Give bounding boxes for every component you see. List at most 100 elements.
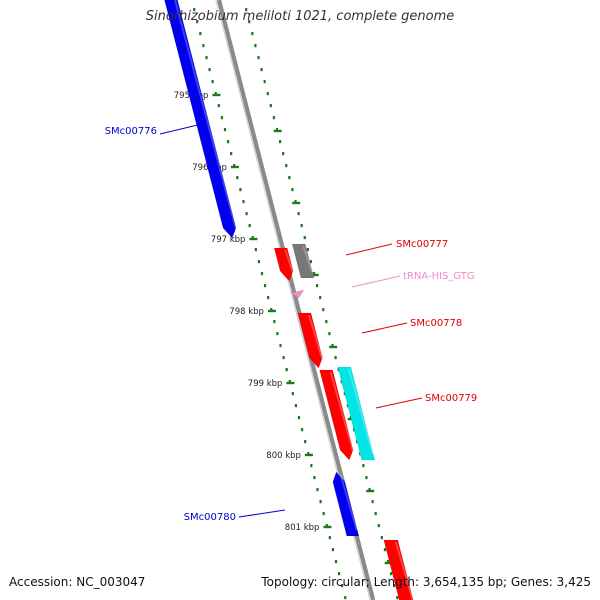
- minor-tick-inner: [205, 56, 208, 60]
- minor-tick-inner: [325, 524, 328, 528]
- minor-tick-inner: [304, 440, 307, 444]
- label-leader-line: [238, 509, 286, 518]
- minor-tick-outer: [393, 584, 396, 588]
- minor-tick-outer: [328, 332, 331, 336]
- gene-shade: [329, 372, 355, 454]
- label-leader-line: [159, 122, 207, 135]
- minor-tick-inner: [211, 80, 214, 84]
- accession-text: Accession: NC_003047: [9, 575, 146, 589]
- minor-tick-outer: [269, 104, 272, 108]
- minor-tick-inner: [242, 200, 245, 204]
- minor-tick-outer: [374, 512, 377, 516]
- minor-tick-outer: [309, 260, 313, 264]
- tick-label: 800 kbp: [266, 451, 301, 461]
- minor-tick-inner: [270, 308, 273, 312]
- minor-tick-inner: [239, 188, 242, 192]
- minor-tick-outer: [263, 80, 266, 84]
- smc00778-gene-arrow[interactable]: [297, 312, 323, 369]
- minor-tick-inner: [285, 368, 288, 372]
- minor-tick-inner: [297, 416, 301, 420]
- minor-tick-outer: [272, 116, 276, 120]
- tick-label: 797 kbp: [211, 235, 246, 245]
- feature-label-smc00779[interactable]: SMc00779: [425, 393, 477, 404]
- minor-tick-outer: [334, 356, 337, 360]
- minor-tick-outer: [288, 176, 291, 180]
- minor-tick-inner: [307, 452, 310, 456]
- map-title: Sinorhizobium meliloti 1021, complete ge…: [145, 9, 455, 24]
- gene-shade: [284, 250, 295, 275]
- minor-tick-outer: [377, 524, 380, 528]
- minor-tick-outer: [368, 488, 371, 492]
- minor-tick-inner: [248, 224, 251, 228]
- minor-tick-inner: [279, 344, 282, 348]
- minor-tick-inner: [344, 596, 347, 600]
- minor-tick-outer: [362, 464, 365, 468]
- minor-tick-outer: [266, 92, 269, 96]
- minor-tick-inner: [226, 140, 230, 144]
- minor-tick-inner: [193, 8, 196, 12]
- label-leader-line: [375, 397, 423, 409]
- minor-tick-inner: [273, 320, 276, 324]
- unlabeled-gene-arrow[interactable]: [291, 243, 315, 279]
- minor-tick-inner: [223, 128, 227, 132]
- feature-label-smc00778[interactable]: SMc00778: [410, 318, 462, 329]
- minor-tick-inner: [331, 548, 335, 552]
- label-leader-line: [351, 275, 401, 288]
- minor-tick-inner: [310, 464, 313, 468]
- minor-tick-outer: [275, 128, 279, 132]
- minor-tick-inner: [276, 332, 279, 336]
- minor-tick-inner: [288, 380, 291, 384]
- minor-tick-inner: [233, 164, 236, 168]
- gene-shade: [394, 542, 414, 600]
- minor-tick-inner: [236, 176, 239, 180]
- minor-tick-inner: [341, 584, 344, 588]
- minor-tick-outer: [383, 548, 387, 552]
- feature-label-trna-his-gtg[interactable]: tRNA-HIS_GTG: [403, 271, 475, 282]
- topology-text: Topology: circular; Length: 3,654,135 bp…: [261, 575, 591, 589]
- minor-tick-inner: [319, 500, 322, 504]
- minor-tick-outer: [254, 44, 257, 48]
- minor-tick-outer: [325, 320, 328, 324]
- minor-tick-inner: [214, 92, 217, 96]
- minor-tick-outer: [365, 476, 368, 480]
- minor-tick-inner: [196, 20, 199, 24]
- minor-tick-outer: [390, 572, 393, 576]
- minor-tick-outer: [319, 296, 322, 300]
- minor-tick-outer: [297, 212, 300, 216]
- minor-tick-inner: [328, 536, 331, 540]
- smc00776-gene-arrow[interactable]: [162, 0, 237, 239]
- gene-shade: [174, 0, 238, 232]
- minor-tick-outer: [251, 32, 254, 36]
- minor-tick-outer: [315, 284, 319, 288]
- unlabeled-gene-arrow[interactable]: [337, 366, 376, 461]
- unlabeled-gene-arrow[interactable]: [383, 539, 416, 600]
- tick-label: 801 kbp: [285, 523, 320, 533]
- minor-tick-inner: [291, 392, 294, 396]
- minor-tick-outer: [285, 164, 288, 168]
- label-leader-line: [361, 322, 408, 334]
- minor-tick-inner: [251, 236, 254, 240]
- minor-tick-inner: [300, 428, 304, 432]
- minor-tick-inner: [230, 152, 233, 156]
- minor-tick-outer: [245, 8, 248, 12]
- minor-tick-inner: [217, 104, 220, 108]
- minor-tick-outer: [257, 56, 260, 60]
- minor-tick-inner: [322, 512, 325, 516]
- smc00779-gene-arrow[interactable]: [319, 369, 354, 461]
- feature-label-smc00776[interactable]: SMc00776: [105, 126, 157, 137]
- trna-his-gtg-gene-arrow[interactable]: [290, 289, 305, 299]
- minor-tick-inner: [260, 272, 264, 276]
- smc00777-gene-arrow[interactable]: [273, 247, 294, 282]
- minor-tick-inner: [294, 404, 298, 408]
- feature-label-smc00777[interactable]: SMc00777: [396, 239, 448, 250]
- smc00780-gene-arrow[interactable]: [332, 471, 360, 537]
- minor-tick-inner: [220, 116, 224, 120]
- minor-tick-outer: [282, 152, 285, 156]
- minor-tick-outer: [396, 596, 399, 600]
- feature-label-smc00780[interactable]: SMc00780: [184, 512, 236, 523]
- gene-features: [162, 0, 416, 600]
- gene-shade: [339, 474, 358, 530]
